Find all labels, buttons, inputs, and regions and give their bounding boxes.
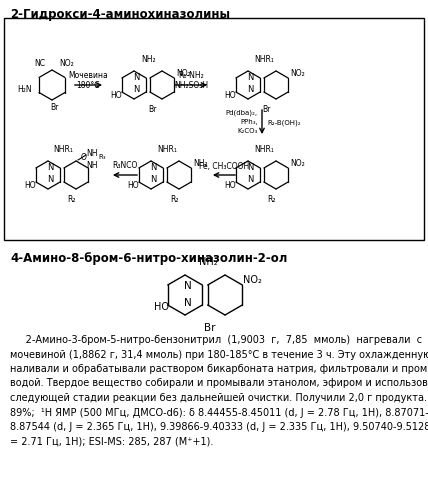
Text: HO: HO xyxy=(154,302,169,312)
Text: N: N xyxy=(184,298,192,308)
Text: NO₂: NO₂ xyxy=(290,68,305,78)
Text: 4-Амино-8-бром-6-нитро-хиназолин-2-ол: 4-Амино-8-бром-6-нитро-хиназолин-2-ол xyxy=(10,252,287,265)
Text: Br: Br xyxy=(262,106,270,114)
Text: R₂-B(OH)₂: R₂-B(OH)₂ xyxy=(267,120,300,126)
Text: R₂: R₂ xyxy=(171,196,179,204)
Text: N: N xyxy=(47,164,53,172)
Text: NH: NH xyxy=(86,160,98,170)
Text: NO₂: NO₂ xyxy=(176,68,191,78)
Text: NHR₁: NHR₁ xyxy=(254,54,274,64)
Text: K₂CO₃: K₂CO₃ xyxy=(238,128,258,134)
Text: Br: Br xyxy=(204,323,216,333)
Text: N: N xyxy=(47,176,53,184)
Text: NC: NC xyxy=(34,58,45,68)
Text: N: N xyxy=(133,86,139,94)
Text: N: N xyxy=(150,176,156,184)
Bar xyxy=(4,18,424,240)
Text: NH₂SO₃H: NH₂SO₃H xyxy=(174,82,208,90)
Text: 89%;  ¹Н ЯМР (500 МГц, ДМСО-d6): δ 8.44455-8.45011 (d, J = 2.78 Гц, 1H), 8.87071: 89%; ¹Н ЯМР (500 МГц, ДМСО-d6): δ 8.4445… xyxy=(10,408,428,418)
Text: следующей стадии реакции без дальнейшей очистки. Получили 2,0 г продукта. Выход: следующей стадии реакции без дальнейшей … xyxy=(10,393,428,403)
Text: HO: HO xyxy=(24,180,36,190)
Text: N: N xyxy=(133,74,139,82)
Text: HO: HO xyxy=(224,90,236,100)
Text: 8.87544 (d, J = 2.365 Гц, 1H), 9.39866-9.40333 (d, J = 2.335 Гц, 1H), 9.50740-9.: 8.87544 (d, J = 2.365 Гц, 1H), 9.39866-9… xyxy=(10,422,428,432)
Text: 180°C: 180°C xyxy=(76,82,100,90)
Text: наливали и обрабатывали раствором бикарбоната натрия, фильтровали и промывали: наливали и обрабатывали раствором бикарб… xyxy=(10,364,428,374)
Text: NH₂: NH₂ xyxy=(142,56,156,64)
Text: N: N xyxy=(150,164,156,172)
Text: Br: Br xyxy=(148,106,156,114)
Text: Мочевина: Мочевина xyxy=(68,72,108,80)
Text: R₂: R₂ xyxy=(268,196,276,204)
Text: R₂: R₂ xyxy=(68,196,76,204)
Text: PPh₃,: PPh₃, xyxy=(240,119,258,125)
Text: = 2.71 Гц, 1H); ESI-MS: 285, 287 (M⁺+1).: = 2.71 Гц, 1H); ESI-MS: 285, 287 (M⁺+1). xyxy=(10,436,214,446)
Text: NHR₁: NHR₁ xyxy=(157,144,177,154)
Text: N: N xyxy=(247,86,253,94)
Text: O: O xyxy=(81,152,87,162)
Text: NHR₁: NHR₁ xyxy=(53,144,73,154)
Text: N: N xyxy=(247,74,253,82)
Text: HO: HO xyxy=(128,180,139,190)
Text: водой. Твердое вещество собирали и промывали этанолом, эфиром и использовали для: водой. Твердое вещество собирали и промы… xyxy=(10,378,428,388)
Text: HO: HO xyxy=(110,90,122,100)
Text: Br: Br xyxy=(50,102,58,112)
Text: NH: NH xyxy=(86,148,98,158)
Text: Pd(dba)₂,: Pd(dba)₂, xyxy=(226,110,258,116)
Text: R₃NCO: R₃NCO xyxy=(112,162,138,170)
Text: R₁-NH₂: R₁-NH₂ xyxy=(178,70,204,80)
Text: N: N xyxy=(247,164,253,172)
Text: Fe, CH₃COOH: Fe, CH₃COOH xyxy=(199,162,249,170)
Text: NO₂: NO₂ xyxy=(243,275,262,285)
Text: H₂N: H₂N xyxy=(18,86,32,94)
Text: R₃: R₃ xyxy=(98,154,106,160)
Text: N: N xyxy=(184,281,192,291)
Text: NHR₁: NHR₁ xyxy=(254,144,274,154)
Text: мочевиной (1,8862 г, 31,4 ммоль) при 180-185°C в течение 3 ч. Эту охлажденную см: мочевиной (1,8862 г, 31,4 ммоль) при 180… xyxy=(10,350,428,360)
Text: NH₂: NH₂ xyxy=(193,158,208,168)
Text: 2-Амино-3-бром-5-нитро-бензонитрил  (1,9003  г,  7,85  ммоль)  нагревали  с: 2-Амино-3-бром-5-нитро-бензонитрил (1,90… xyxy=(10,335,422,345)
Text: NO₂: NO₂ xyxy=(290,158,305,168)
Text: NO₂: NO₂ xyxy=(59,58,74,68)
Text: 2-Гидрокси-4-аминохиназолины: 2-Гидрокси-4-аминохиназолины xyxy=(10,8,230,21)
Text: N: N xyxy=(247,176,253,184)
Text: NH₂: NH₂ xyxy=(199,257,217,267)
Text: HO: HO xyxy=(224,180,236,190)
